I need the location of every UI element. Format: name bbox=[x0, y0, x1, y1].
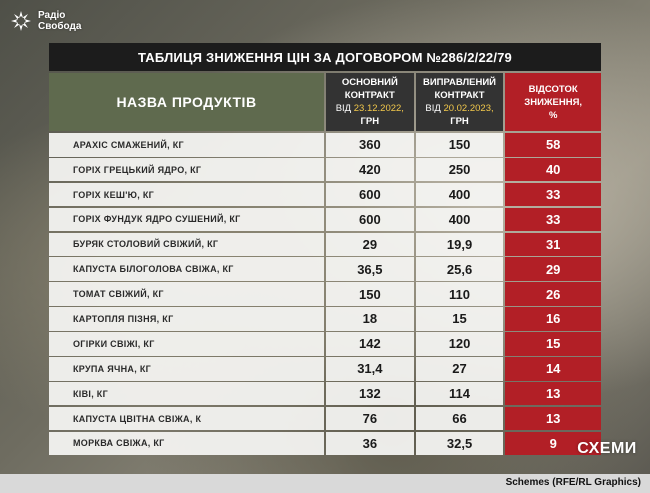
price-reduction-table: ТАБЛИЦЯ ЗНИЖЕННЯ ЦІН ЗА ДОГОВОРОМ №286/2… bbox=[49, 43, 602, 457]
product-name-cell: ГОРІХ ГРЕЦЬКИЙ ЯДРО, КГ bbox=[49, 157, 325, 182]
product-name-cell: АРАХІС СМАЖЕНИЙ, КГ bbox=[49, 133, 325, 157]
original-price-cell: 36 bbox=[326, 431, 414, 456]
original-price-cell: 132 bbox=[326, 381, 414, 406]
product-name-cell: ГОРІХ ФУНДУК ЯДРО СУШЕНИЙ, КГ bbox=[49, 207, 325, 232]
reduction-percent-cell: 26 bbox=[505, 282, 602, 306]
product-name-cell: КАРТОПЛЯ ПІЗНЯ, КГ bbox=[49, 307, 325, 331]
original-price-cell: 150 bbox=[326, 282, 414, 306]
header-fixed-from: ВІД bbox=[425, 103, 441, 114]
header-product-name: НАЗВА ПРОДУКТІВ bbox=[49, 73, 324, 131]
fixed-price-cell: 15 bbox=[415, 307, 504, 331]
header-fixed-line2: КОНТРАКТ bbox=[434, 90, 485, 101]
original-price-cell: 600 bbox=[326, 207, 414, 232]
original-price-cell: 18 bbox=[326, 307, 414, 331]
fixed-price-cell: 27 bbox=[415, 357, 504, 381]
original-price-cell: 31,4 bbox=[326, 357, 414, 381]
original-price-cell: 142 bbox=[326, 332, 414, 356]
reduction-percent-cell: 40 bbox=[505, 157, 602, 182]
table-body: АРАХІС СМАЖЕНИЙ, КГ 360 150 58 ГОРІХ ГРЕЦЬКИ… bbox=[49, 133, 602, 456]
table-row: ГОРІХ КЕШ'Ю, КГ 600 400 33 bbox=[49, 182, 602, 207]
product-name-cell: ТОМАТ СВІЖИЙ, КГ bbox=[49, 282, 325, 306]
header-pct-line2: ЗНИЖЕННЯ, bbox=[524, 96, 583, 108]
table-row: МОРКВА СВІЖА, КГ 36 32,5 9 bbox=[49, 431, 602, 456]
table-row: КАРТОПЛЯ ПІЗНЯ, КГ 18 15 16 bbox=[49, 307, 602, 331]
fixed-price-cell: 114 bbox=[415, 381, 504, 406]
fixed-price-cell: 110 bbox=[415, 282, 504, 306]
logo-line-2: Свобода bbox=[38, 21, 82, 32]
reduction-percent-cell: 9 bbox=[505, 431, 602, 456]
header-pct-line1: ВІДСОТОК bbox=[528, 83, 578, 95]
radio-svoboda-logo-icon bbox=[10, 10, 32, 32]
product-name-cell: КАПУСТА БІЛОГОЛОВА СВІЖА, КГ bbox=[49, 257, 325, 281]
reduction-percent-cell: 33 bbox=[505, 207, 602, 232]
reduction-percent-cell: 31 bbox=[505, 232, 602, 257]
header-fixed-contract: ВИПРАВЛЕНИЙ КОНТРАКТ ВІД 20.02.2023, ГРН bbox=[415, 73, 504, 131]
header-original-date-line: ВІД 23.12.2022, bbox=[336, 102, 404, 115]
reduction-percent-cell: 13 bbox=[505, 406, 602, 431]
table-row: АРАХІС СМАЖЕНИЙ, КГ 360 150 58 bbox=[49, 133, 602, 157]
product-name-cell: КРУПА ЯЧНА, КГ bbox=[49, 357, 325, 381]
table-row: КАПУСТА ЦВІТНА СВІЖА, К 76 66 13 bbox=[49, 406, 602, 431]
radio-svoboda-logo: Радіо Свобода bbox=[10, 10, 81, 32]
header-fixed-line1: ВИПРАВЛЕНИЙ bbox=[422, 77, 497, 88]
table-row: КІВІ, КГ 132 114 13 bbox=[49, 381, 602, 406]
reduction-percent-cell: 16 bbox=[505, 307, 602, 331]
fixed-price-cell: 32,5 bbox=[415, 431, 504, 456]
fixed-price-cell: 400 bbox=[415, 207, 504, 232]
schemes-brand-logo: СХЕМИ bbox=[574, 440, 640, 458]
reduction-percent-cell: 15 bbox=[505, 332, 602, 356]
footer-bar: Schemes (RFE/RL Graphics) bbox=[0, 474, 650, 493]
product-name-cell: БУРЯК СТОЛОВИЙ СВІЖИЙ, КГ bbox=[49, 232, 325, 257]
header-fixed-date: 20.02.2023, bbox=[443, 103, 494, 114]
header-reduction-percent: ВІДСОТОК ЗНИЖЕННЯ, % bbox=[505, 73, 601, 131]
original-price-cell: 420 bbox=[326, 157, 414, 182]
header-fixed-unit: ГРН bbox=[450, 116, 469, 127]
header-original-contract: ОСНОВНИЙ КОНТРАКТ ВІД 23.12.2022, ГРН bbox=[326, 73, 414, 131]
original-price-cell: 29 bbox=[326, 232, 414, 257]
table-title: ТАБЛИЦЯ ЗНИЖЕННЯ ЦІН ЗА ДОГОВОРОМ №286/2… bbox=[49, 43, 601, 71]
fixed-price-cell: 120 bbox=[415, 332, 504, 356]
fixed-price-cell: 150 bbox=[415, 133, 504, 157]
table-row: ГОРІХ ФУНДУК ЯДРО СУШЕНИЙ, КГ 600 400 33 bbox=[49, 207, 602, 232]
product-name-cell: КІВІ, КГ bbox=[49, 381, 325, 406]
product-name-cell: МОРКВА СВІЖА, КГ bbox=[49, 431, 325, 456]
table-header-row: НАЗВА ПРОДУКТІВ ОСНОВНИЙ КОНТРАКТ ВІД 23… bbox=[49, 73, 601, 131]
original-price-cell: 600 bbox=[326, 182, 414, 207]
fixed-price-cell: 250 bbox=[415, 157, 504, 182]
header-original-unit: ГРН bbox=[360, 116, 380, 127]
table-row: ТОМАТ СВІЖИЙ, КГ 150 110 26 bbox=[49, 282, 602, 306]
original-price-cell: 76 bbox=[326, 406, 414, 431]
original-price-cell: 360 bbox=[326, 133, 414, 157]
header-fixed-date-line: ВІД 20.02.2023, bbox=[425, 102, 493, 115]
product-name-cell: ОГІРКИ СВІЖІ, КГ bbox=[49, 332, 325, 356]
header-pct-line3: % bbox=[548, 109, 558, 121]
logo-line-1: Радіо bbox=[38, 10, 66, 21]
fixed-price-cell: 400 bbox=[415, 182, 504, 207]
table-row: КАПУСТА БІЛОГОЛОВА СВІЖА, КГ 36,5 25,6 29 bbox=[49, 257, 602, 281]
header-original-date: 23.12.2022, bbox=[353, 103, 404, 114]
reduction-percent-cell: 29 bbox=[505, 257, 602, 281]
product-name-cell: КАПУСТА ЦВІТНА СВІЖА, К bbox=[49, 406, 325, 431]
table-row: ГОРІХ ГРЕЦЬКИЙ ЯДРО, КГ 420 250 40 bbox=[49, 157, 602, 182]
original-price-cell: 36,5 bbox=[326, 257, 414, 281]
table-row: ОГІРКИ СВІЖІ, КГ 142 120 15 bbox=[49, 332, 602, 356]
fixed-price-cell: 66 bbox=[415, 406, 504, 431]
fixed-price-cell: 25,6 bbox=[415, 257, 504, 281]
brand-name: СХЕМИ bbox=[577, 440, 637, 457]
table-row: КРУПА ЯЧНА, КГ 31,4 27 14 bbox=[49, 357, 602, 381]
graphics-credit: Schemes (RFE/RL Graphics) bbox=[505, 477, 641, 488]
reduction-percent-cell: 14 bbox=[505, 357, 602, 381]
logo-text: Радіо Свобода bbox=[38, 10, 81, 32]
fixed-price-cell: 19,9 bbox=[415, 232, 504, 257]
reduction-percent-cell: 33 bbox=[505, 182, 602, 207]
product-name-cell: ГОРІХ КЕШ'Ю, КГ bbox=[49, 182, 325, 207]
reduction-percent-cell: 58 bbox=[505, 133, 602, 157]
reduction-percent-cell: 13 bbox=[505, 381, 602, 406]
header-original-line2: КОНТРАКТ bbox=[344, 90, 395, 101]
table-row: БУРЯК СТОЛОВИЙ СВІЖИЙ, КГ 29 19,9 31 bbox=[49, 232, 602, 257]
header-original-from: ВІД bbox=[335, 103, 352, 114]
header-original-line1: ОСНОВНИЙ bbox=[341, 77, 398, 88]
